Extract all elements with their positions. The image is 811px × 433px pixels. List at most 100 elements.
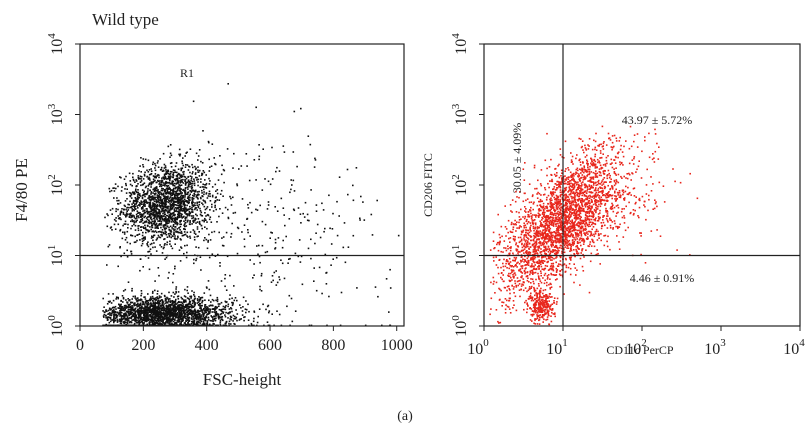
left-data-point — [192, 211, 194, 213]
left-data-point — [162, 152, 165, 155]
left-data-point — [148, 318, 150, 321]
right-data-point — [515, 249, 518, 251]
left-data-point — [297, 207, 300, 209]
left-data-point — [111, 310, 114, 313]
left-data-point — [167, 195, 169, 198]
right-data-point — [516, 262, 518, 264]
left-data-point — [141, 196, 144, 199]
left-data-point — [142, 231, 144, 234]
left-data-point — [191, 223, 193, 225]
left-data-point — [167, 145, 170, 148]
left-data-point — [165, 321, 167, 323]
right-data-point — [566, 205, 569, 208]
left-data-point — [174, 207, 177, 209]
right-data-point — [572, 223, 574, 226]
left-data-point — [177, 177, 179, 179]
left-data-point — [108, 301, 111, 303]
left-data-point — [220, 316, 222, 319]
left-data-point — [165, 200, 167, 202]
left-data-point — [109, 190, 111, 193]
left-data-point — [167, 196, 169, 199]
left-data-point — [169, 152, 172, 155]
left-data-point — [286, 305, 288, 308]
left-data-point — [193, 313, 196, 315]
left-data-point — [116, 318, 119, 321]
left-data-point — [180, 167, 182, 170]
right-data-point — [512, 300, 515, 302]
left-data-point — [168, 316, 171, 318]
left-data-point — [128, 206, 130, 209]
left-data-point — [119, 214, 121, 216]
right-data-point — [538, 192, 541, 195]
left-data-point — [172, 198, 174, 201]
left-data-point — [195, 316, 198, 319]
left-data-point — [158, 176, 160, 179]
left-data-point — [171, 314, 174, 317]
left-data-point — [136, 305, 138, 308]
left-data-point — [159, 319, 162, 321]
left-data-point — [144, 305, 146, 307]
left-data-point — [123, 317, 125, 320]
left-data-point — [156, 200, 158, 203]
right-data-point — [594, 219, 597, 222]
left-data-point — [194, 302, 196, 304]
left-data-point — [198, 298, 201, 301]
left-data-point — [192, 171, 194, 173]
right-data-point — [525, 211, 527, 213]
left-data-point — [125, 175, 127, 178]
left-data-point — [140, 200, 142, 202]
left-data-point — [235, 316, 238, 319]
left-data-point — [168, 315, 171, 317]
left-data-point — [153, 207, 156, 210]
left-data-point — [168, 228, 170, 231]
left-data-point — [113, 190, 116, 192]
right-data-point — [595, 173, 597, 175]
left-data-point — [161, 187, 163, 190]
left-data-point — [169, 170, 172, 173]
left-data-point — [150, 221, 152, 224]
left-data-point — [133, 309, 136, 311]
left-data-point — [155, 187, 158, 190]
left-data-point — [104, 216, 106, 219]
left-data-point — [152, 313, 154, 315]
right-data-point — [585, 219, 588, 222]
left-data-point — [397, 234, 400, 237]
left-data-point — [173, 185, 176, 187]
left-data-point — [197, 178, 200, 181]
left-data-point — [304, 201, 307, 204]
left-data-point — [203, 220, 205, 223]
left-data-point — [134, 307, 137, 310]
right-data-point — [521, 275, 523, 277]
left-data-point — [204, 317, 207, 319]
left-data-point — [314, 159, 317, 161]
left-data-point — [182, 173, 185, 176]
left-data-point — [172, 187, 175, 190]
left-data-point — [184, 225, 186, 228]
left-data-point — [174, 216, 177, 219]
left-data-point — [155, 316, 157, 319]
left-data-point — [105, 323, 107, 326]
left-data-point — [205, 182, 208, 185]
right-data-point — [633, 157, 635, 160]
left-data-point — [196, 298, 199, 300]
left-data-point — [181, 192, 183, 194]
left-data-point — [164, 217, 167, 220]
left-data-point — [153, 200, 156, 203]
left-data-point — [133, 193, 135, 195]
left-data-point — [150, 173, 152, 176]
left-data-point — [388, 311, 390, 313]
left-data-point — [165, 311, 168, 314]
left-data-point — [140, 171, 142, 173]
left-data-point — [186, 308, 188, 311]
left-data-point — [125, 313, 128, 315]
left-data-point — [153, 234, 156, 237]
right-data-point — [595, 187, 597, 189]
left-data-point — [147, 171, 150, 173]
left-data-point — [191, 202, 193, 205]
right-data-point — [618, 248, 621, 250]
left-data-point — [200, 320, 203, 323]
left-data-point — [170, 201, 173, 203]
left-data-point — [166, 310, 169, 313]
left-data-point — [200, 307, 202, 309]
left-data-point — [183, 223, 186, 225]
